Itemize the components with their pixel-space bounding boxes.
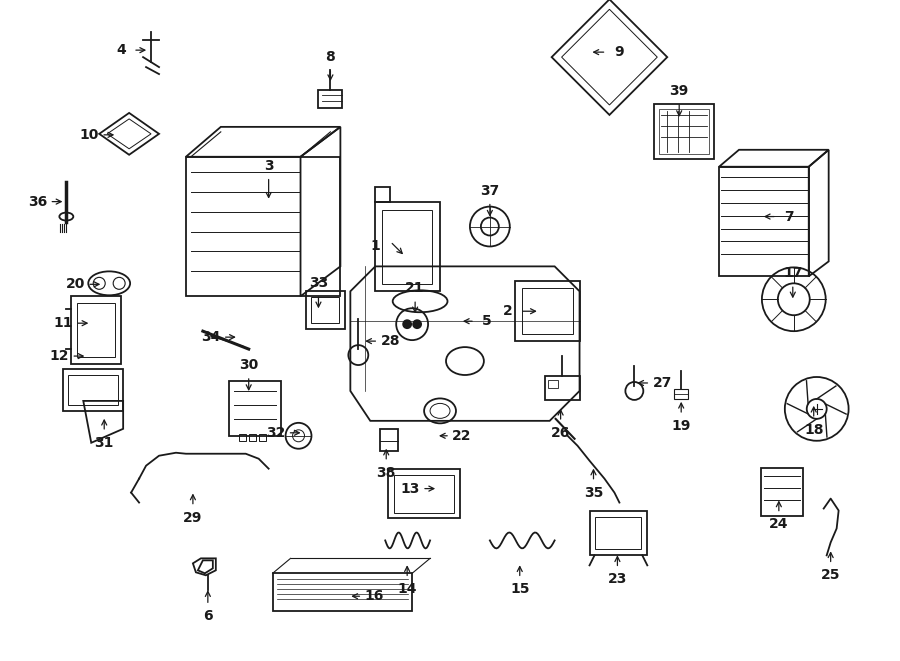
Circle shape bbox=[403, 320, 411, 328]
Text: 8: 8 bbox=[326, 50, 336, 64]
Text: 18: 18 bbox=[804, 423, 824, 437]
Text: 25: 25 bbox=[821, 568, 841, 582]
Text: 26: 26 bbox=[551, 426, 571, 440]
Text: 24: 24 bbox=[770, 518, 788, 531]
Text: 32: 32 bbox=[266, 426, 285, 440]
Text: 2: 2 bbox=[503, 304, 513, 318]
Text: 36: 36 bbox=[28, 194, 47, 209]
Text: 14: 14 bbox=[398, 582, 417, 596]
Text: 29: 29 bbox=[184, 510, 202, 524]
Text: 19: 19 bbox=[671, 419, 691, 433]
Circle shape bbox=[413, 320, 421, 328]
Text: 9: 9 bbox=[615, 45, 625, 59]
Text: 17: 17 bbox=[783, 266, 803, 280]
Text: 11: 11 bbox=[54, 316, 73, 330]
Text: 10: 10 bbox=[79, 128, 99, 142]
Text: 35: 35 bbox=[584, 486, 603, 500]
Text: 33: 33 bbox=[309, 276, 328, 290]
Text: 1: 1 bbox=[371, 239, 380, 253]
Text: 22: 22 bbox=[452, 429, 472, 443]
Text: 12: 12 bbox=[50, 349, 69, 363]
Text: 27: 27 bbox=[652, 376, 672, 390]
Text: 3: 3 bbox=[264, 159, 274, 173]
Text: 31: 31 bbox=[94, 436, 114, 449]
Text: 21: 21 bbox=[405, 282, 425, 295]
Text: 38: 38 bbox=[376, 465, 396, 480]
Text: 28: 28 bbox=[381, 334, 400, 348]
Text: 16: 16 bbox=[364, 589, 384, 603]
Text: 7: 7 bbox=[784, 210, 794, 223]
Text: 5: 5 bbox=[482, 314, 491, 329]
Text: 13: 13 bbox=[400, 482, 419, 496]
Text: 34: 34 bbox=[202, 330, 220, 344]
Text: 20: 20 bbox=[66, 278, 85, 292]
Text: 30: 30 bbox=[239, 358, 258, 372]
Text: 39: 39 bbox=[670, 84, 688, 98]
Text: 6: 6 bbox=[203, 609, 212, 623]
Text: 23: 23 bbox=[608, 572, 627, 586]
Text: 37: 37 bbox=[481, 184, 500, 198]
Text: 4: 4 bbox=[116, 43, 126, 57]
Text: 15: 15 bbox=[510, 582, 529, 596]
